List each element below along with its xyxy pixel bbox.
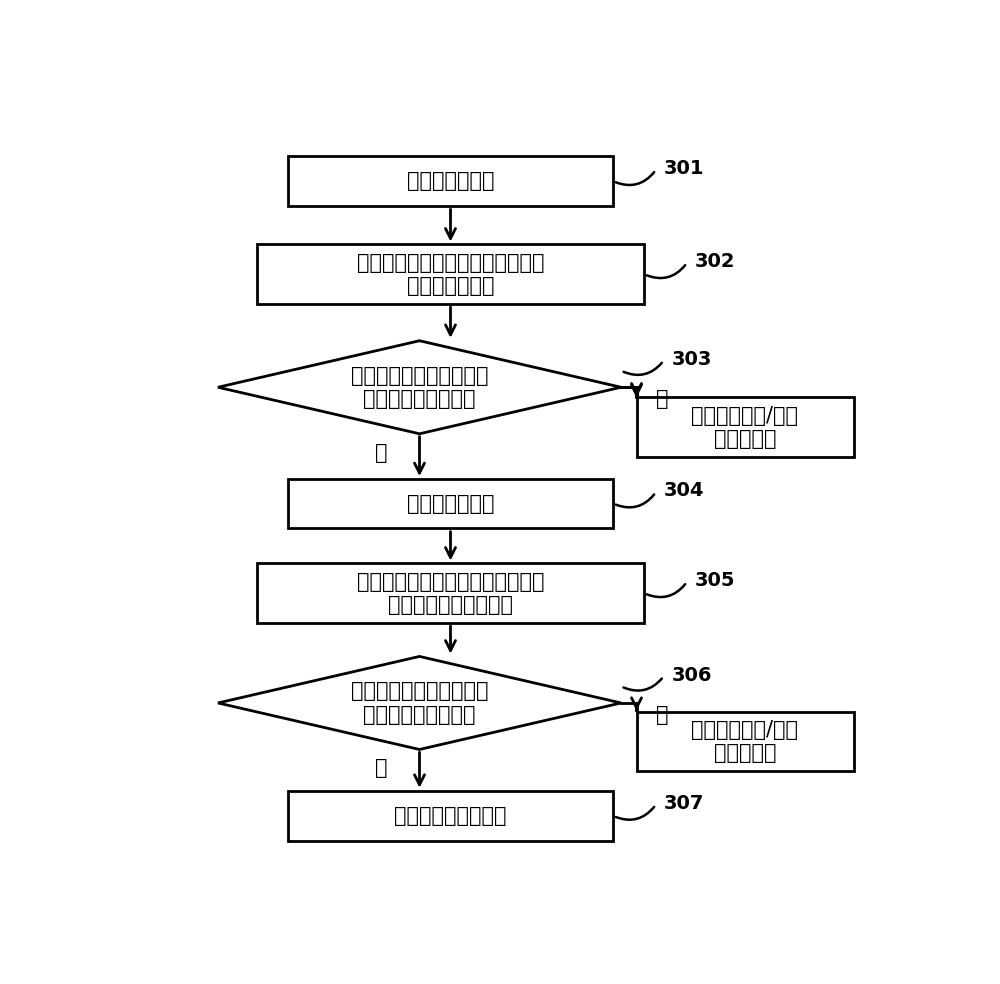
Text: 304: 304 [664, 481, 704, 501]
Text: 获取当前血氧值: 获取当前血氧值 [407, 494, 494, 514]
Text: 306: 306 [671, 665, 712, 685]
Text: 303: 303 [671, 350, 712, 369]
Polygon shape [218, 340, 621, 434]
Text: 判断该血氧变化数据是否
大于预设的血氧差值: 判断该血氧变化数据是否 大于预设的血氧差值 [351, 681, 488, 724]
Text: 计算当前血氧值与预设的基准血氧
值之间的血氧变化数据: 计算当前血氧值与预设的基准血氧 值之间的血氧变化数据 [357, 572, 544, 615]
Polygon shape [218, 656, 621, 750]
Text: 计算当前海拔值与参考海拔值之间
的海拔变化数据: 计算当前海拔值与参考海拔值之间 的海拔变化数据 [357, 253, 544, 296]
FancyBboxPatch shape [257, 564, 644, 623]
Text: 判断该海拔变化数据是否
大于预设的海拔差值: 判断该海拔变化数据是否 大于预设的海拔差值 [351, 366, 488, 409]
Text: 否: 否 [656, 705, 668, 725]
Text: 305: 305 [695, 571, 735, 590]
Text: 是: 是 [374, 758, 387, 778]
Text: 否: 否 [656, 390, 668, 409]
Text: 是: 是 [374, 443, 387, 463]
FancyBboxPatch shape [637, 711, 854, 771]
FancyBboxPatch shape [288, 156, 613, 206]
FancyBboxPatch shape [637, 398, 854, 457]
FancyBboxPatch shape [257, 244, 644, 304]
FancyBboxPatch shape [288, 478, 613, 528]
Text: 获取当前海拔值: 获取当前海拔值 [407, 171, 494, 191]
FancyBboxPatch shape [288, 791, 613, 841]
Text: 307: 307 [664, 794, 704, 813]
Text: 显示海拔值和/或海
拔变化数据: 显示海拔值和/或海 拔变化数据 [692, 405, 798, 449]
Text: 302: 302 [695, 252, 735, 272]
Text: 显示海拔值和/或海
拔变化数据: 显示海拔值和/或海 拔变化数据 [692, 720, 798, 764]
Text: 301: 301 [664, 159, 704, 178]
Text: 向用户发出报警信号: 向用户发出报警信号 [394, 806, 507, 826]
